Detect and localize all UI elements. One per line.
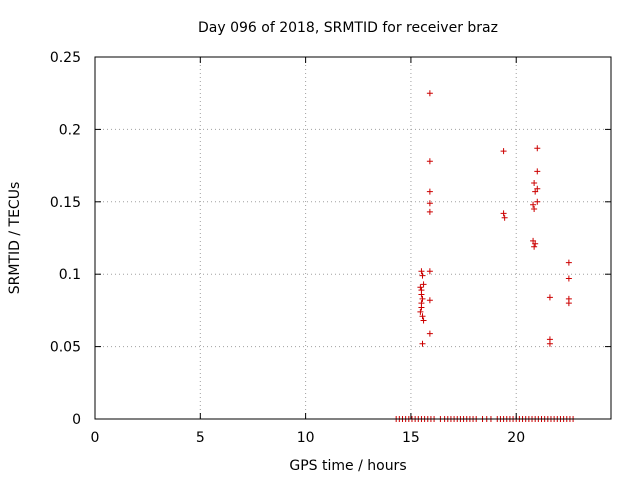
data-point [500,210,507,217]
data-point [426,330,433,337]
x-tick-label: 20 [507,430,525,446]
data-points [393,90,577,422]
data-point [532,188,539,195]
data-point [426,297,433,304]
y-tick-label: 0.2 [59,122,81,138]
data-point [418,291,425,298]
data-point [419,313,426,320]
x-tick-label: 15 [402,430,420,446]
data-point [426,200,433,207]
x-tick-label: 10 [297,430,315,446]
data-point [426,268,433,275]
data-point [426,188,433,195]
data-point [420,281,427,288]
data-point [417,308,424,315]
data-point [565,300,572,307]
y-tick-label: 0.25 [50,50,81,66]
data-point [418,304,425,311]
y-tick-label: 0 [72,412,81,428]
data-point [419,295,426,302]
x-tick-label: 0 [91,430,100,446]
data-point [501,214,508,221]
chart-title: Day 096 of 2018, SRMTID for receiver bra… [198,20,498,36]
data-point [534,198,541,205]
data-point [418,268,425,275]
data-point [426,208,433,215]
x-tick-label: 5 [196,430,205,446]
data-point [532,240,539,247]
y-tick-label: 0.15 [50,195,81,211]
data-point [426,90,433,97]
data-point [534,145,541,152]
data-point [420,317,427,324]
axis-ticks: 0 0.05 0.1 0.15 0.2 0.25 0 5 10 15 20 [50,50,611,446]
data-point [419,340,426,347]
data-point [531,206,538,213]
y-tick-label: 0.1 [59,267,81,283]
data-point [426,158,433,165]
x-axis-title: GPS time / hours [289,458,406,474]
data-point [534,168,541,175]
data-point [530,201,537,208]
grid-lines [95,57,611,419]
data-point [565,275,572,282]
data-point [419,272,426,279]
data-point [565,259,572,266]
data-point [546,294,553,301]
data-point [417,284,424,291]
y-tick-label: 0.05 [50,340,81,356]
data-point [531,243,538,250]
plot-frame [94,56,612,420]
data-point [546,340,553,347]
y-axis-title: SRMTID / TECUs [7,182,23,295]
data-point [531,179,538,186]
data-point [500,148,507,155]
